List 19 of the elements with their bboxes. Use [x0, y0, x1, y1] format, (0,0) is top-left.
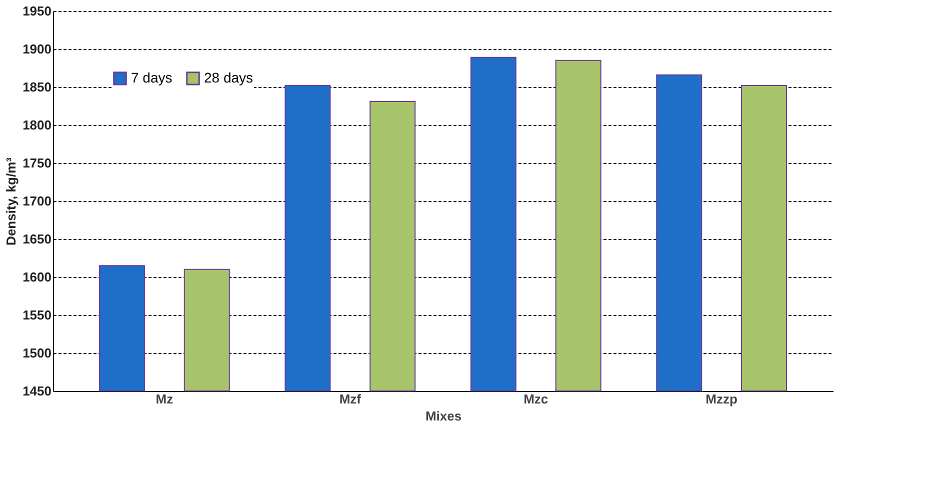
legend-label: 28 days	[204, 69, 254, 86]
x-tick-label: Mz	[156, 392, 174, 406]
x-axis-title: Mixes	[425, 408, 462, 424]
y-tick-label: 1500	[22, 346, 52, 360]
y-tick-label: 1750	[22, 156, 52, 170]
y-tick-label: 1600	[22, 270, 52, 284]
x-tick-label: Mzf	[339, 392, 362, 406]
y-axis-title: Density, kg/m³	[4, 156, 19, 246]
y-tick-label: 1850	[22, 80, 52, 94]
x-tick-label: Mzc	[524, 392, 548, 406]
y-tick-label: 1800	[22, 118, 52, 132]
y-tick-label: 1950	[22, 4, 52, 18]
legend-label: 7 days	[131, 69, 172, 86]
x-tick-label: Mzzp	[706, 392, 738, 406]
y-tick-label: 1900	[22, 42, 52, 56]
y-tick-label: 1550	[22, 308, 52, 322]
y-tick-label: 1650	[22, 232, 52, 246]
y-tick-label: 1450	[22, 384, 52, 398]
y-tick-label: 1700	[22, 194, 52, 208]
